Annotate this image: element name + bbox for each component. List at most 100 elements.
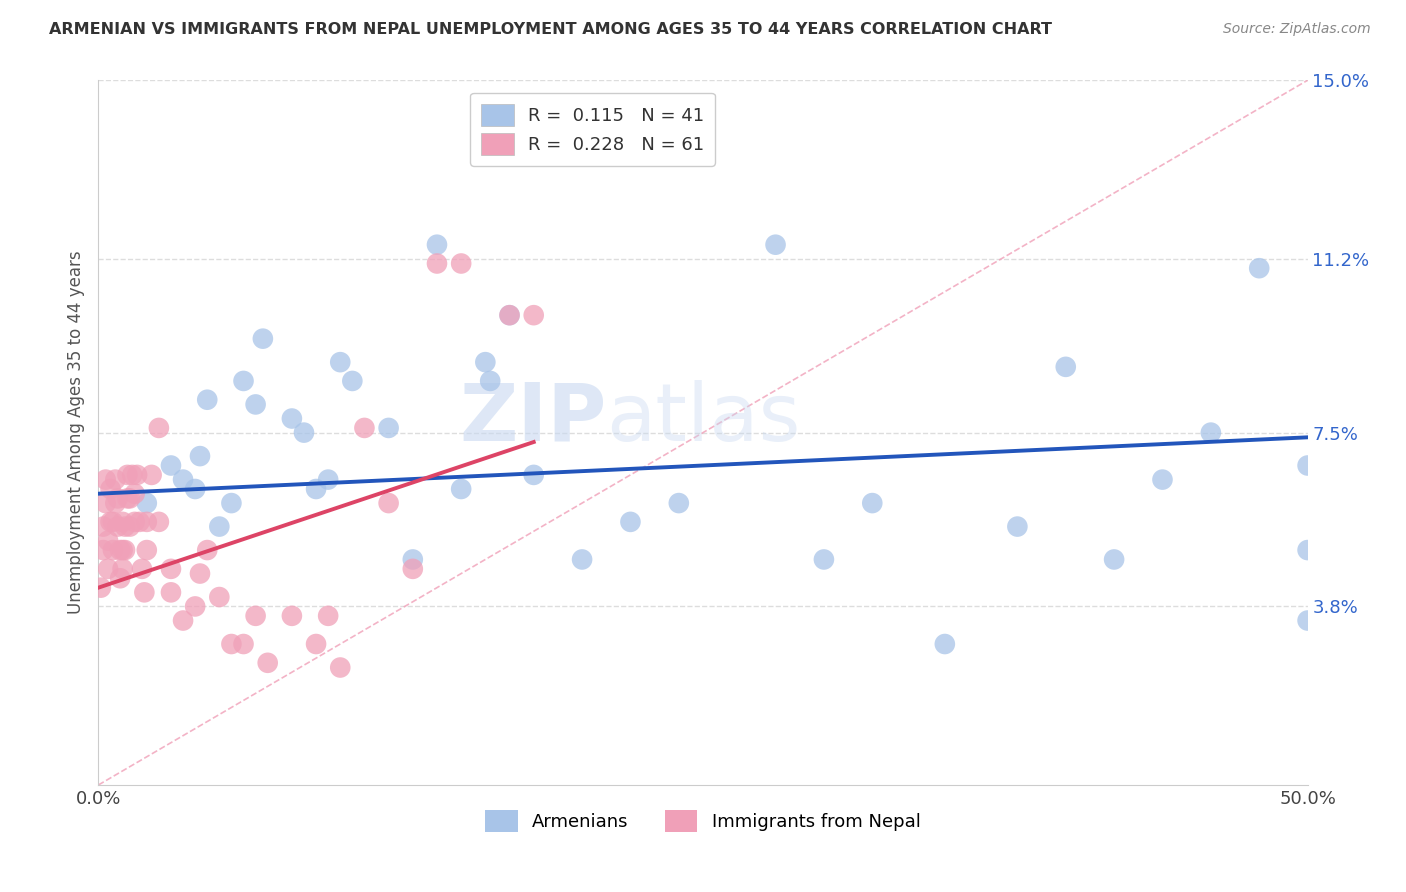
Point: [281, 608, 304, 623]
Point: [135, 515, 157, 529]
Point: [188, 449, 211, 463]
Point: [1249, 261, 1271, 276]
Point: [90, 581, 112, 595]
Point: [108, 571, 131, 585]
Point: [141, 467, 163, 482]
Point: [329, 355, 352, 369]
Point: [118, 491, 141, 506]
Point: [252, 332, 274, 346]
Point: [402, 552, 425, 566]
Point: [131, 562, 153, 576]
Point: [1199, 425, 1222, 440]
Point: [860, 496, 883, 510]
Text: ZIP: ZIP: [458, 379, 606, 458]
Point: [127, 467, 149, 482]
Point: [329, 660, 352, 674]
Point: [316, 608, 339, 623]
Point: [111, 543, 134, 558]
Point: [316, 473, 339, 487]
Point: [118, 519, 141, 533]
Point: [813, 552, 835, 566]
Point: [1007, 519, 1029, 533]
Point: [232, 374, 254, 388]
Point: [292, 425, 315, 440]
Point: [91, 519, 114, 533]
Point: [128, 515, 150, 529]
Point: [281, 411, 304, 425]
Point: [571, 552, 593, 566]
Point: [377, 496, 399, 510]
Point: [101, 515, 124, 529]
Point: [117, 491, 139, 506]
Point: [1296, 614, 1319, 628]
Point: [107, 491, 129, 506]
Point: [117, 467, 139, 482]
Point: [208, 590, 231, 604]
Point: [1054, 359, 1077, 374]
Point: [114, 543, 136, 558]
Point: [160, 458, 183, 473]
Point: [111, 562, 134, 576]
Point: [353, 421, 375, 435]
Point: [184, 482, 207, 496]
Point: [101, 543, 124, 558]
Point: [195, 543, 218, 558]
Point: [94, 473, 117, 487]
Point: [342, 374, 364, 388]
Legend: Armenians, Immigrants from Nepal: Armenians, Immigrants from Nepal: [478, 803, 928, 839]
Point: [148, 515, 170, 529]
Point: [148, 421, 170, 435]
Point: [765, 237, 787, 252]
Point: [124, 486, 146, 500]
Point: [305, 637, 328, 651]
Point: [426, 256, 449, 270]
Point: [184, 599, 207, 614]
Point: [305, 482, 328, 496]
Point: [1152, 473, 1174, 487]
Point: [91, 543, 114, 558]
Point: [402, 562, 425, 576]
Point: [160, 585, 183, 599]
Point: [1296, 543, 1319, 558]
Point: [668, 496, 690, 510]
Point: [134, 585, 156, 599]
Point: [450, 256, 472, 270]
Point: [107, 519, 129, 533]
Point: [1296, 458, 1319, 473]
Point: [160, 562, 183, 576]
Point: [135, 496, 157, 510]
Point: [256, 656, 278, 670]
Point: [498, 308, 520, 322]
Point: [172, 473, 194, 487]
Point: [104, 496, 127, 510]
Point: [523, 308, 546, 322]
Point: [135, 543, 157, 558]
Point: [111, 515, 134, 529]
Point: [108, 543, 131, 558]
Point: [474, 120, 496, 135]
Point: [100, 515, 122, 529]
Point: [498, 308, 520, 322]
Point: [426, 237, 449, 252]
Point: [232, 637, 254, 651]
Point: [114, 519, 136, 533]
Point: [100, 482, 122, 496]
Text: ARMENIAN VS IMMIGRANTS FROM NEPAL UNEMPLOYMENT AMONG AGES 35 TO 44 YEARS CORRELA: ARMENIAN VS IMMIGRANTS FROM NEPAL UNEMPL…: [49, 22, 1052, 37]
Y-axis label: Unemployment Among Ages 35 to 44 years: Unemployment Among Ages 35 to 44 years: [66, 251, 84, 615]
Point: [208, 519, 231, 533]
Point: [188, 566, 211, 581]
Point: [1102, 552, 1125, 566]
Point: [94, 496, 117, 510]
Point: [523, 467, 546, 482]
Point: [97, 562, 120, 576]
Point: [121, 467, 143, 482]
Text: atlas: atlas: [606, 379, 800, 458]
Point: [195, 392, 218, 407]
Point: [104, 473, 127, 487]
Point: [934, 637, 956, 651]
Point: [479, 374, 502, 388]
Point: [245, 397, 267, 411]
Point: [474, 355, 496, 369]
Point: [450, 482, 472, 496]
Point: [97, 533, 120, 548]
